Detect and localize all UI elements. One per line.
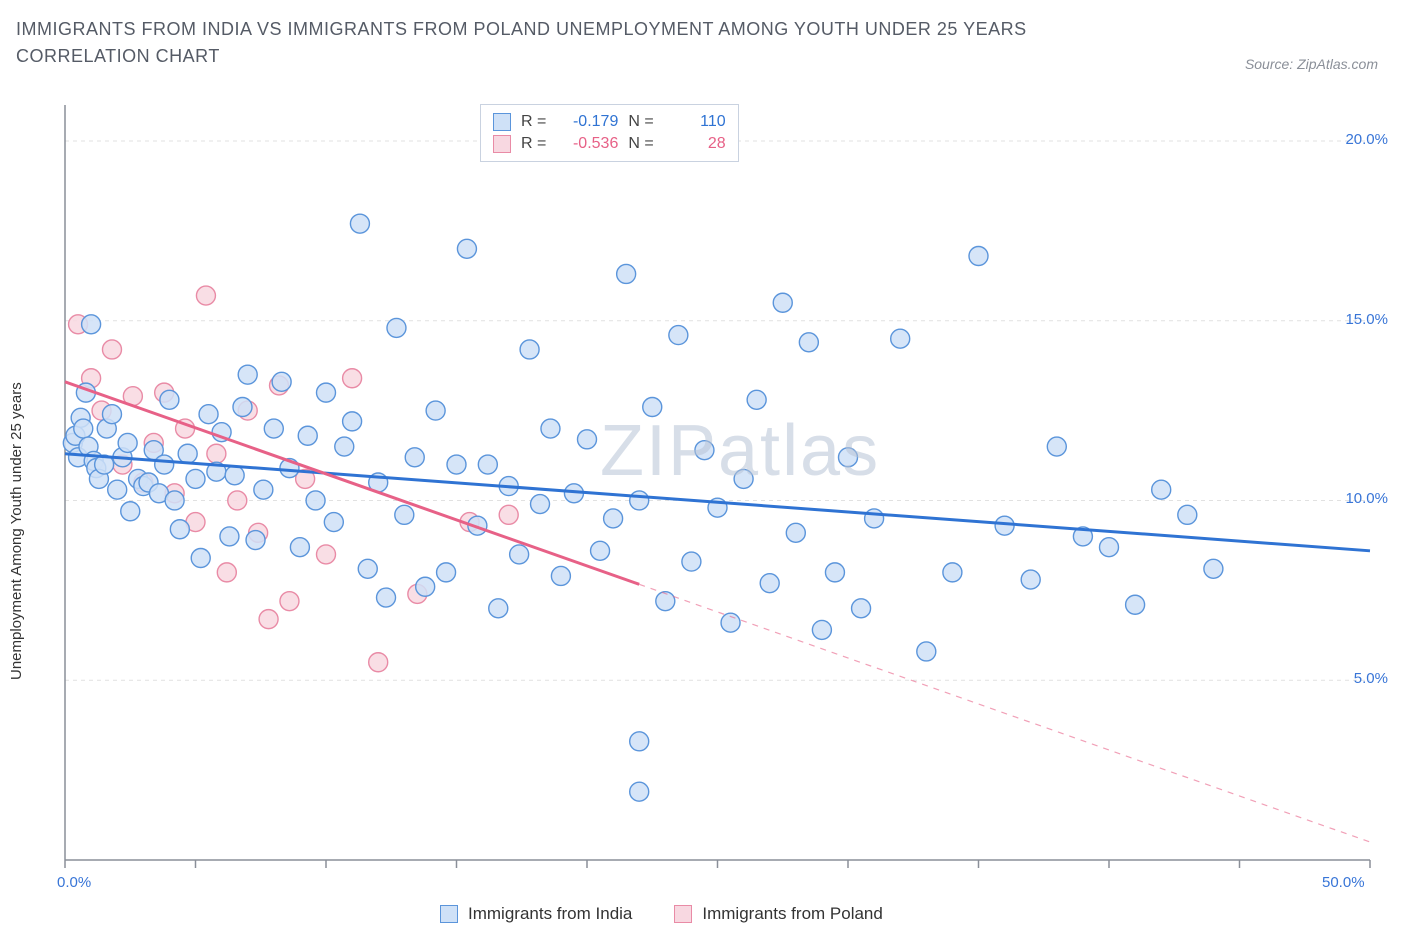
y-tick-label: 10.0% [1345, 490, 1388, 507]
n-value-poland: 28 [664, 135, 726, 153]
chart-legend: Immigrants from India Immigrants from Po… [440, 904, 883, 924]
r-value-india: -0.179 [556, 113, 618, 131]
legend-item-poland: Immigrants from Poland [674, 904, 882, 924]
legend-label-poland: Immigrants from Poland [702, 904, 882, 924]
y-axis-label: Unemployment Among Youth under 25 years [8, 382, 25, 680]
n-label: N = [628, 113, 653, 131]
n-label: N = [628, 135, 653, 153]
y-tick-label: 20.0% [1345, 131, 1388, 148]
x-tick-label: 0.0% [57, 874, 91, 891]
chart-title: IMMIGRANTS FROM INDIA VS IMMIGRANTS FROM… [16, 16, 1116, 70]
x-tick-label: 50.0% [1322, 874, 1365, 891]
stats-row-india: R = -0.179 N = 110 [493, 111, 726, 133]
swatch-india [493, 113, 511, 131]
legend-swatch-india [440, 905, 458, 923]
legend-swatch-poland [674, 905, 692, 923]
y-tick-label: 15.0% [1345, 311, 1388, 328]
legend-label-india: Immigrants from India [468, 904, 632, 924]
chart-header: IMMIGRANTS FROM INDIA VS IMMIGRANTS FROM… [16, 16, 1390, 70]
chart-svg [60, 100, 1380, 870]
n-value-india: 110 [664, 113, 726, 131]
correlation-stats-box: R = -0.179 N = 110 R = -0.536 N = 28 [480, 104, 739, 162]
r-value-poland: -0.536 [556, 135, 618, 153]
scatter-chart [60, 100, 1380, 870]
source-attribution: Source: ZipAtlas.com [1245, 56, 1378, 72]
legend-item-india: Immigrants from India [440, 904, 632, 924]
r-label: R = [521, 113, 546, 131]
stats-row-poland: R = -0.536 N = 28 [493, 133, 726, 155]
y-tick-label: 5.0% [1354, 670, 1388, 687]
r-label: R = [521, 135, 546, 153]
swatch-poland [493, 135, 511, 153]
